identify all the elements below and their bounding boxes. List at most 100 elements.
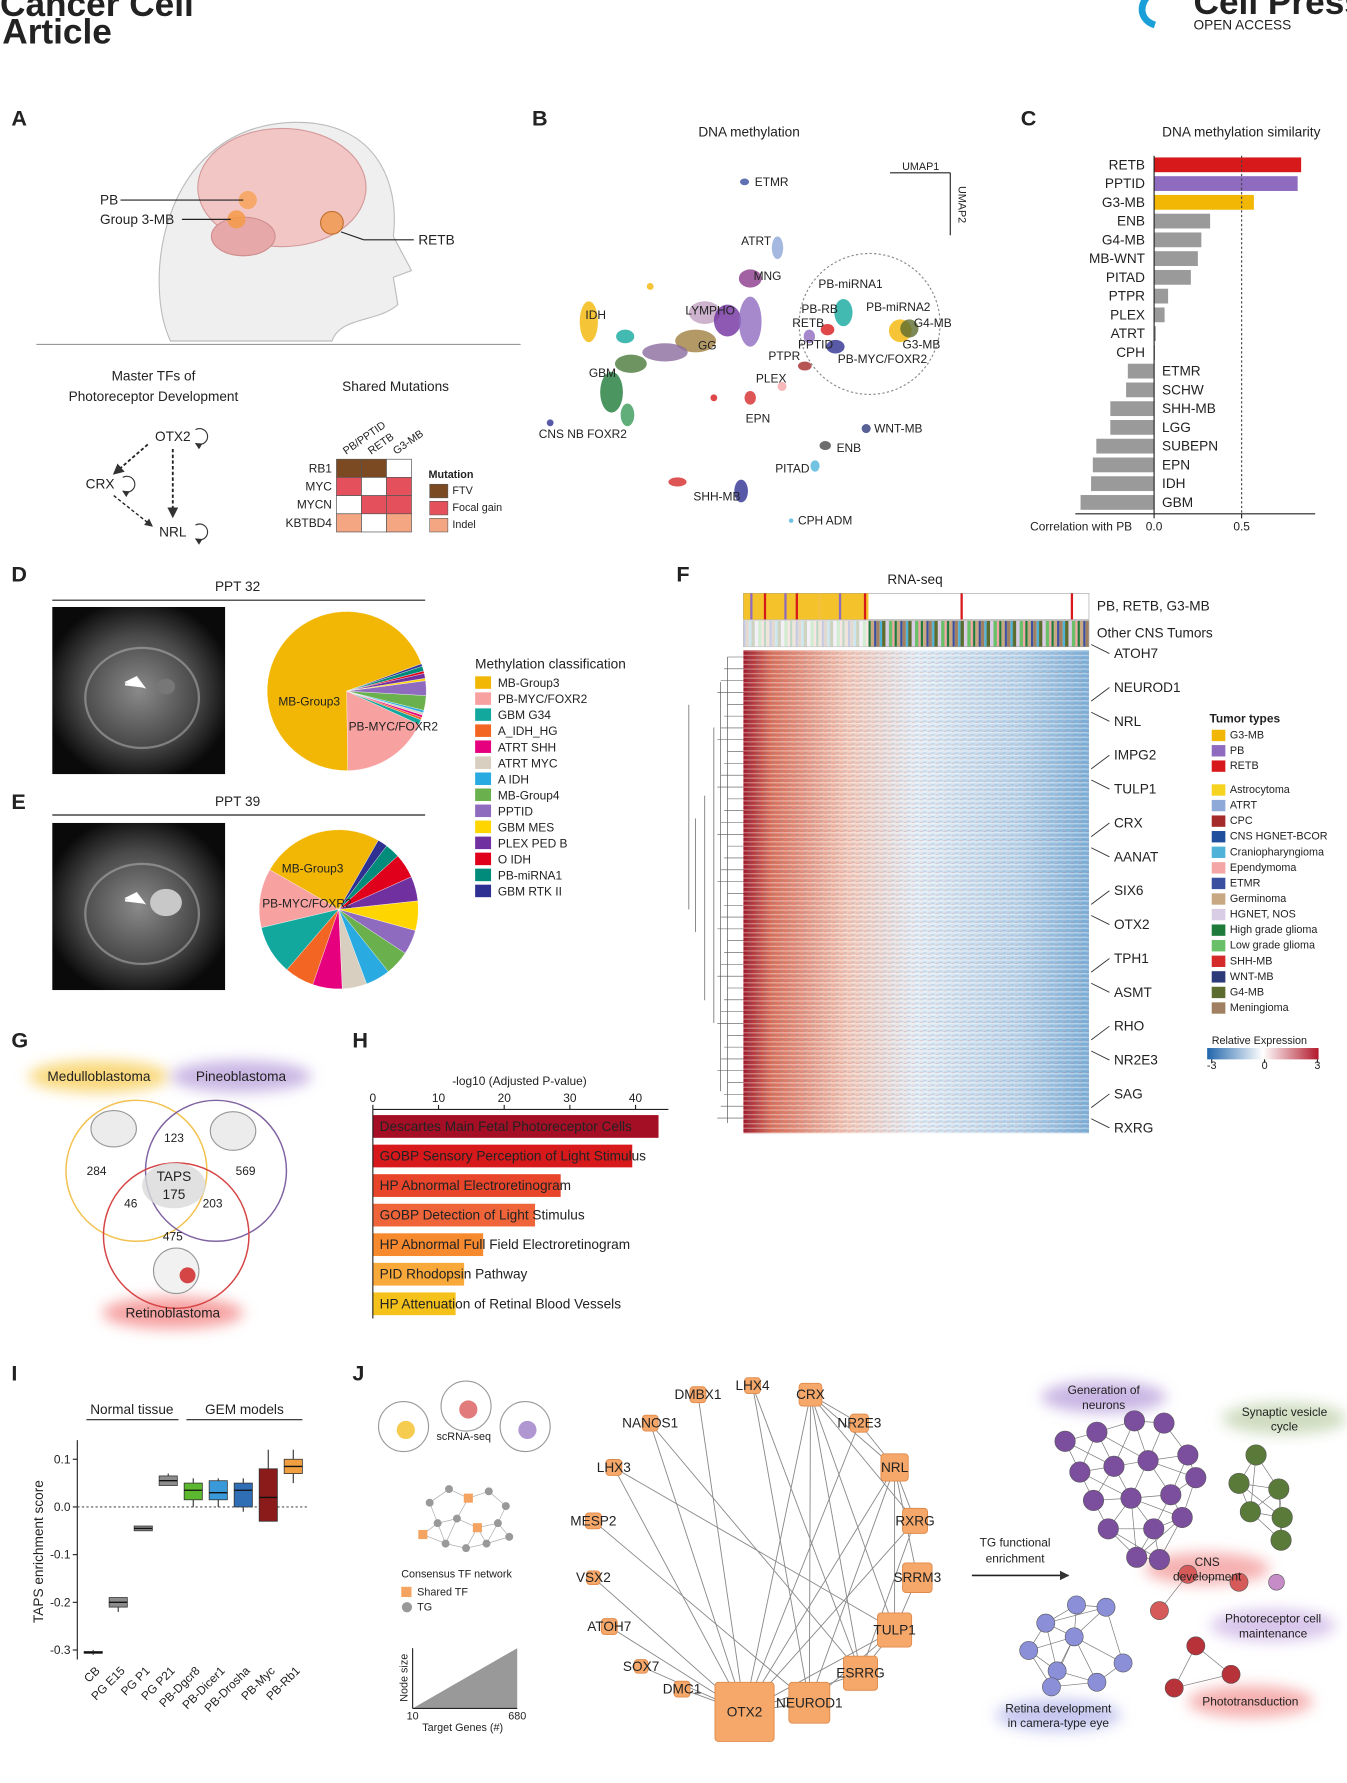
tf-node bbox=[877, 1612, 913, 1648]
x-tick-label: 30 bbox=[563, 1091, 577, 1105]
category-label: PPTID bbox=[1105, 176, 1145, 191]
tf-node bbox=[633, 1659, 649, 1674]
cluster-label: G4-MB bbox=[914, 316, 952, 330]
network-edge bbox=[859, 1520, 916, 1674]
module-label: Phototransduction bbox=[1202, 1695, 1298, 1709]
annotation-stripe bbox=[863, 593, 867, 620]
set-label: Pineoblastoma bbox=[196, 1069, 287, 1084]
cluster-label: GG bbox=[698, 339, 717, 353]
article-type: Article bbox=[2, 12, 112, 51]
tf-label: CRX bbox=[796, 1387, 825, 1402]
module-label: Generation of bbox=[1068, 1383, 1141, 1397]
gene-label: RHO bbox=[1114, 1019, 1144, 1034]
pie-slice bbox=[259, 869, 340, 928]
tf-node bbox=[798, 1382, 823, 1407]
legend-label: PB bbox=[1230, 745, 1244, 757]
tf-node bbox=[788, 1681, 831, 1724]
module-node bbox=[1164, 1678, 1184, 1698]
legend-label: Craniopharyngioma bbox=[1230, 846, 1324, 858]
gene-label: TULP1 bbox=[1114, 782, 1156, 797]
category-label: PLEX bbox=[1110, 307, 1145, 322]
legend-label: MB-Group4 bbox=[498, 788, 560, 802]
pie-slice bbox=[266, 611, 422, 771]
bar bbox=[1154, 213, 1211, 229]
panel-label: H bbox=[352, 1028, 368, 1053]
module-node bbox=[1137, 1450, 1159, 1472]
gene-connector bbox=[1091, 779, 1110, 790]
category-label: G3-MB bbox=[1102, 195, 1145, 210]
cluster-blob bbox=[771, 236, 784, 260]
lesion bbox=[150, 888, 182, 917]
legend-label: PB-miRNA1 bbox=[498, 868, 563, 882]
regulation-arrow bbox=[113, 495, 153, 527]
module-node bbox=[1036, 1613, 1056, 1633]
row-label: KBTBD4 bbox=[286, 516, 333, 530]
module-node bbox=[1067, 1595, 1086, 1615]
panel-label: C bbox=[1021, 106, 1037, 131]
region-count: 46 bbox=[124, 1197, 138, 1211]
tf-label: ESRRG bbox=[836, 1666, 884, 1681]
legend-label: Germinoma bbox=[1230, 893, 1286, 905]
mutation-cell bbox=[361, 513, 387, 533]
panel-title: PPT 39 bbox=[215, 794, 260, 809]
axis-label: UMAP2 bbox=[956, 186, 968, 223]
cluster-label: ENB bbox=[837, 441, 862, 455]
cluster-blob bbox=[788, 518, 794, 523]
module-node bbox=[1177, 1444, 1199, 1466]
module-label: CNS bbox=[1195, 1555, 1220, 1569]
group-label: GEM models bbox=[205, 1402, 284, 1417]
panel-label: J bbox=[352, 1361, 364, 1386]
mutation-cell bbox=[361, 458, 387, 478]
annotation-track bbox=[743, 620, 869, 647]
network-node bbox=[484, 1487, 493, 1496]
label: RETB bbox=[418, 232, 454, 247]
mutation-cell bbox=[361, 477, 387, 496]
panel-label: F bbox=[676, 562, 689, 587]
legend-swatch bbox=[475, 676, 492, 689]
module-node bbox=[1160, 1484, 1182, 1506]
category-label: PITAD bbox=[1106, 270, 1145, 285]
bar bbox=[1092, 457, 1155, 473]
legend-label: GBM G34 bbox=[498, 708, 551, 722]
legend-label: PPTID bbox=[498, 804, 533, 818]
mutation-cell bbox=[336, 495, 362, 515]
size-axis-label: Target Genes (#) bbox=[422, 1722, 503, 1734]
taps-highlight bbox=[142, 1162, 206, 1209]
regulation-arrow bbox=[112, 443, 149, 475]
network-edge bbox=[807, 1394, 812, 1704]
set-label: Retinoblastoma bbox=[125, 1305, 220, 1320]
cluster-label: PB-miRNA2 bbox=[866, 300, 931, 314]
mutation-cell bbox=[361, 495, 387, 515]
cluster-blob bbox=[738, 269, 762, 288]
cluster-label: PB-miRNA1 bbox=[818, 277, 883, 291]
legend-swatch bbox=[1211, 971, 1226, 983]
gene-label: CRX bbox=[1114, 815, 1143, 830]
cluster-label: PB-RB bbox=[801, 302, 837, 316]
gene-label: ASMT bbox=[1114, 985, 1153, 1000]
mutation-cell bbox=[386, 513, 412, 533]
legend-label: ETMR bbox=[1230, 877, 1261, 889]
cluster-blob bbox=[900, 319, 919, 338]
panel-label: I bbox=[11, 1361, 17, 1386]
tf-node: OTX2 bbox=[155, 429, 191, 444]
legend-swatch bbox=[475, 852, 492, 866]
column-header: G3-MB bbox=[391, 428, 426, 457]
legend-title: Tumor types bbox=[1209, 711, 1280, 725]
center-label: TAPS bbox=[157, 1169, 192, 1184]
region-count: 284 bbox=[87, 1164, 107, 1178]
tf-label: SOX7 bbox=[623, 1659, 659, 1674]
network-node bbox=[441, 1539, 450, 1548]
module-node bbox=[1096, 1597, 1116, 1617]
category-label: IDH bbox=[1162, 476, 1185, 491]
group-label: Normal tissue bbox=[90, 1402, 173, 1417]
pie-slice bbox=[346, 690, 420, 771]
mri-image bbox=[52, 606, 226, 775]
cluster-blob bbox=[646, 283, 654, 290]
gene-label: NR2E3 bbox=[1114, 1053, 1158, 1068]
network-node bbox=[493, 1519, 502, 1528]
bar bbox=[1154, 157, 1302, 173]
cluster-blob bbox=[826, 339, 845, 354]
colorbar-tick-label: 3 bbox=[1314, 1060, 1320, 1072]
legend-swatch bbox=[1211, 940, 1226, 952]
gene-label: ATOH7 bbox=[1114, 646, 1158, 661]
